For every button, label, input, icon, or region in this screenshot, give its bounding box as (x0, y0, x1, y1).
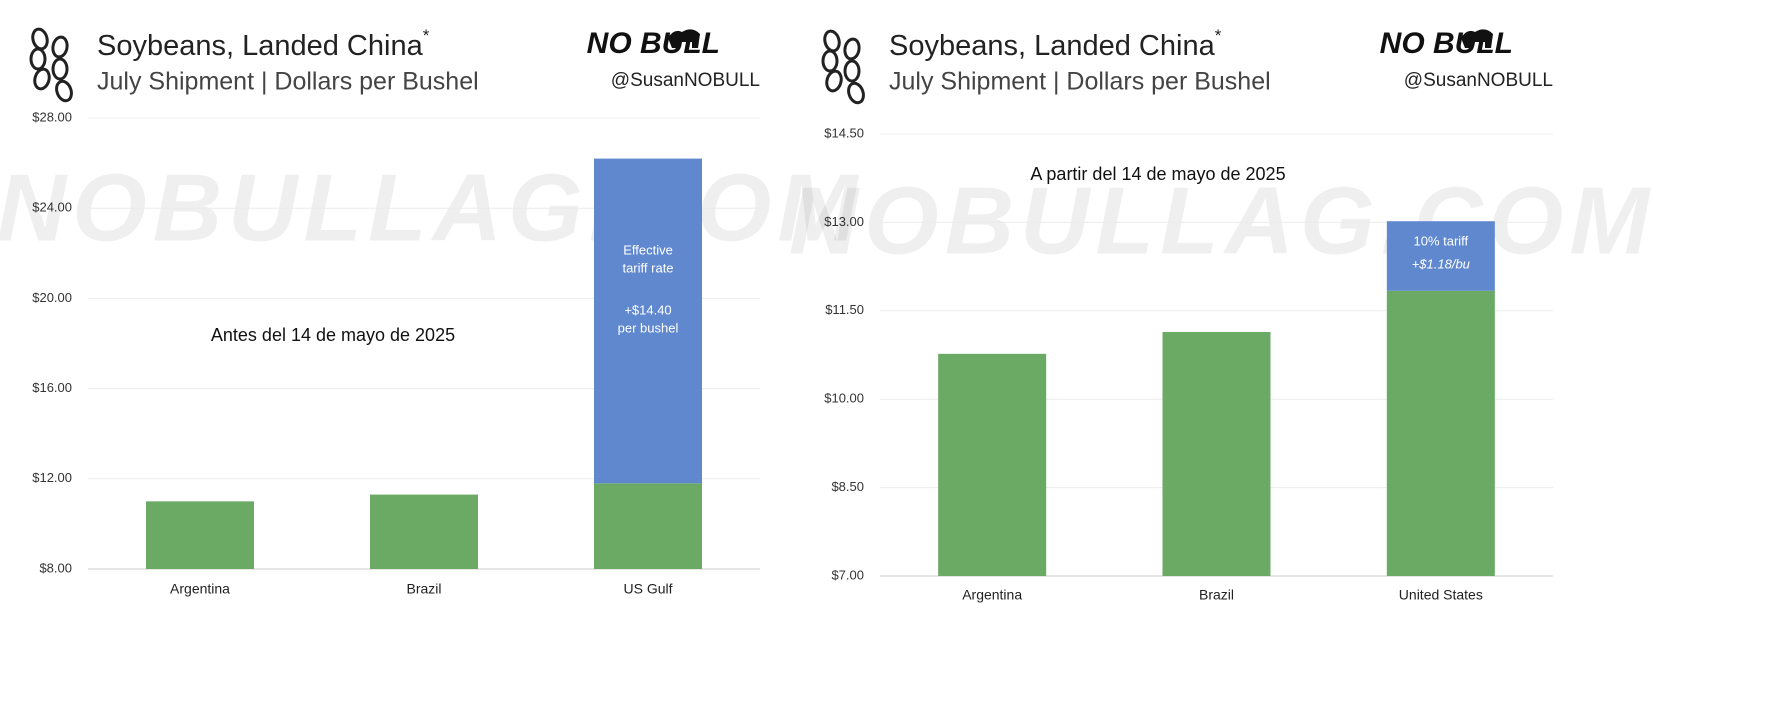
title-mark: * (1215, 26, 1222, 45)
y-tick-label: $11.50 (825, 302, 864, 317)
bar-segment (594, 483, 702, 569)
segment-label: 10% tariff (1413, 233, 1468, 248)
handle: @SusanNOBULL (1404, 70, 1553, 91)
bull-icon (668, 29, 700, 48)
title-text: Soybeans, Landed China (889, 30, 1216, 62)
watermark: NOBULLAG.COM (789, 167, 1656, 274)
y-tick-label: $10.00 (824, 391, 864, 406)
y-tick-label: $8.00 (39, 560, 72, 575)
bar-segment (938, 353, 1047, 576)
bar-segment (370, 494, 478, 569)
chart-panel: Soybeans, Landed China* July Shipment | D… (0, 26, 857, 597)
chart-panel: Soybeans, Landed China* July Shipment | D… (789, 26, 1656, 603)
title-text: Soybeans, Landed China (97, 30, 424, 62)
bar-segment (1386, 290, 1495, 576)
annotation: A partir del 14 de mayo de 2025 (1030, 164, 1285, 184)
bar-segment (1162, 332, 1271, 576)
bar-segment (1386, 221, 1495, 291)
chart-title: Soybeans, Landed China* (97, 26, 430, 61)
segment-label: tariff rate (622, 260, 673, 275)
x-tick-label: Argentina (170, 581, 230, 597)
chart-subtitle: July Shipment | Dollars per Bushel (889, 68, 1271, 96)
y-tick-label: $24.00 (32, 200, 72, 215)
bar-segment (594, 158, 702, 484)
x-tick-label: US Gulf (623, 581, 672, 597)
y-tick-label: $20.00 (32, 290, 72, 305)
chart-subtitle: July Shipment | Dollars per Bushel (97, 68, 479, 96)
y-tick-label: $14.50 (824, 125, 864, 140)
title-mark: * (423, 26, 430, 45)
x-tick-label: United States (1399, 587, 1483, 603)
bar-segment (146, 501, 254, 569)
x-tick-label: Brazil (1199, 587, 1234, 603)
segment-label: +$14.40 (624, 302, 671, 317)
segment-label: Effective (623, 242, 673, 257)
y-tick-label: $16.00 (32, 380, 72, 395)
bull-icon (1461, 29, 1493, 48)
y-tick-label: $12.00 (32, 470, 72, 485)
y-tick-label: $28.00 (32, 109, 72, 124)
x-tick-label: Brazil (406, 581, 441, 597)
handle: @SusanNOBULL (611, 70, 760, 91)
logo-icon (29, 26, 76, 105)
x-tick-label: Argentina (962, 587, 1022, 603)
chart-title: Soybeans, Landed China* (889, 26, 1222, 61)
logo-icon (821, 28, 868, 107)
segment-label: +$1.18/bu (1412, 256, 1470, 271)
annotation: Antes del 14 de mayo de 2025 (211, 325, 455, 345)
y-tick-label: $13.00 (824, 214, 864, 229)
segment-label: per bushel (618, 320, 679, 335)
y-tick-label: $8.50 (831, 479, 864, 494)
brand: NO BULL (587, 27, 720, 60)
brand: NO BULL (1380, 27, 1513, 60)
y-tick-label: $7.00 (831, 567, 864, 582)
